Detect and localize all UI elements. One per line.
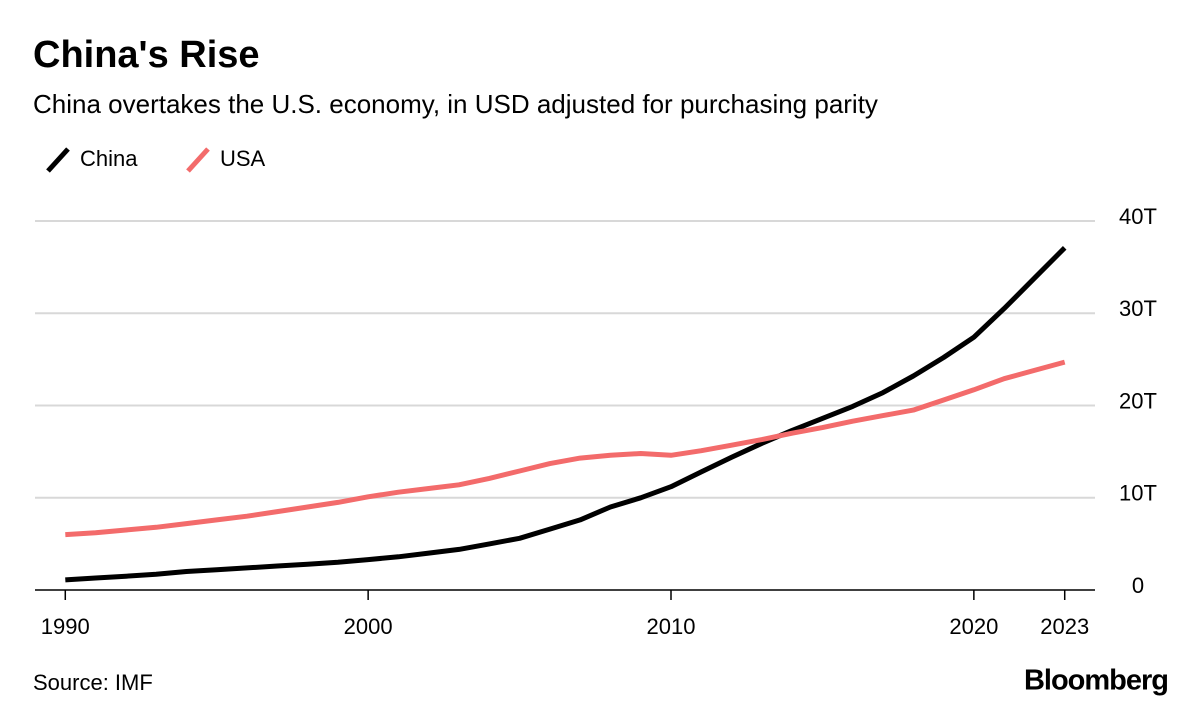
y-tick-label: 10T [1119,481,1157,506]
x-tick-label: 1990 [41,614,90,639]
legend-label: China [80,146,138,171]
y-tick-label: 40T [1119,204,1157,229]
source: Source: IMF [33,670,153,695]
x-tick-label: 2000 [344,614,393,639]
y-tick-label: 20T [1119,388,1157,413]
legend-swatch [46,147,70,173]
legend-label: USA [220,146,266,171]
chart-subtitle: China overtakes the U.S. economy, in USD… [33,89,878,119]
x-tick-label: 2010 [647,614,696,639]
logo: Bloomberg [1024,665,1168,697]
chart-title: China's Rise [33,34,260,76]
x-tick-label: 2023 [1040,614,1089,639]
line-series [65,246,1067,583]
line-series [65,359,1066,538]
x-tick-label: 2020 [949,614,998,639]
y-tick-label: 30T [1119,296,1157,321]
y-tick-label: 0 [1132,573,1144,598]
legend-swatch [186,147,210,173]
